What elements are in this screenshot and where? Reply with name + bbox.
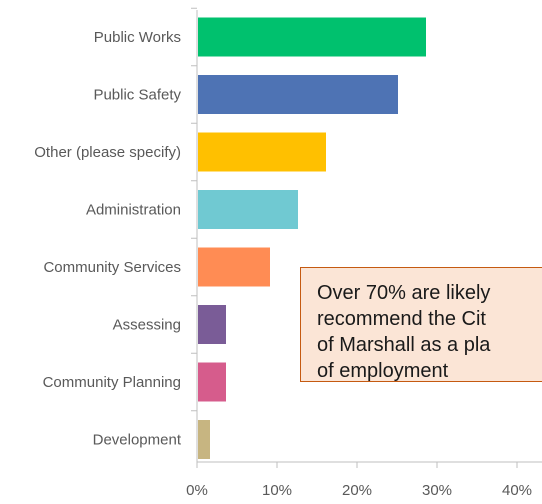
callout-box: Over 70% are likely recommend the Cit of…	[300, 267, 542, 382]
x-tick-label-0: 0%	[186, 482, 208, 499]
x-tick-label-3: 30%	[422, 482, 452, 499]
x-tick-label-1: 10%	[262, 482, 292, 499]
x-tick-labels: 0% 10% 20% 30% 40%	[186, 482, 532, 499]
bar-other-please-specify	[198, 132, 326, 172]
bar-public-safety	[198, 75, 398, 114]
category-label-public-works: Public Works	[94, 29, 181, 46]
category-label-other-please-specify: Other (please specify)	[34, 144, 181, 161]
category-label-development: Development	[93, 432, 182, 449]
x-tick-label-2: 20%	[342, 482, 372, 499]
bar-assessing	[198, 305, 226, 344]
x-tick-label-4: 40%	[502, 482, 532, 499]
bar-public-works	[198, 17, 426, 57]
category-label-administration: Administration	[86, 202, 181, 219]
bar-development	[198, 420, 210, 459]
category-labels: Public Works Public Safety Other (please s…	[34, 29, 182, 449]
category-label-public-safety: Public Safety	[93, 87, 181, 104]
category-label-community-services: Community Services	[43, 259, 181, 276]
bar-administration	[198, 190, 298, 229]
bar-community-services	[198, 247, 270, 287]
bar-community-planning	[198, 362, 226, 402]
bars-group	[198, 17, 426, 459]
category-label-community-planning: Community Planning	[43, 374, 181, 391]
category-label-assessing: Assessing	[113, 317, 181, 334]
x-tick-marks	[191, 7, 518, 468]
